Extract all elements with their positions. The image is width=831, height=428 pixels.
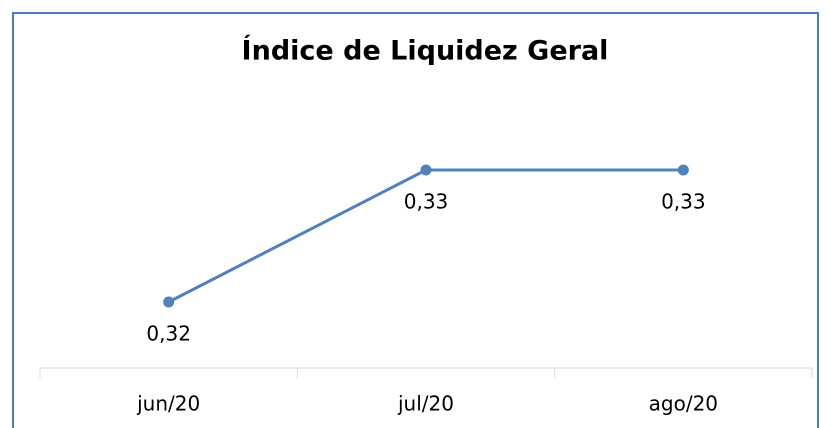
chart-title: Índice de Liquidez Geral	[242, 35, 609, 67]
data-point	[677, 164, 689, 176]
x-tick-label: jun/20	[136, 392, 200, 416]
data-point	[420, 164, 432, 176]
x-tick-label: ago/20	[649, 392, 718, 416]
data-label: 0,33	[404, 190, 449, 214]
data-label: 0,32	[146, 322, 191, 346]
x-tick-label: jul/20	[397, 392, 454, 416]
data-label: 0,33	[661, 190, 706, 214]
chart-frame	[12, 12, 819, 428]
data-point	[163, 296, 175, 308]
